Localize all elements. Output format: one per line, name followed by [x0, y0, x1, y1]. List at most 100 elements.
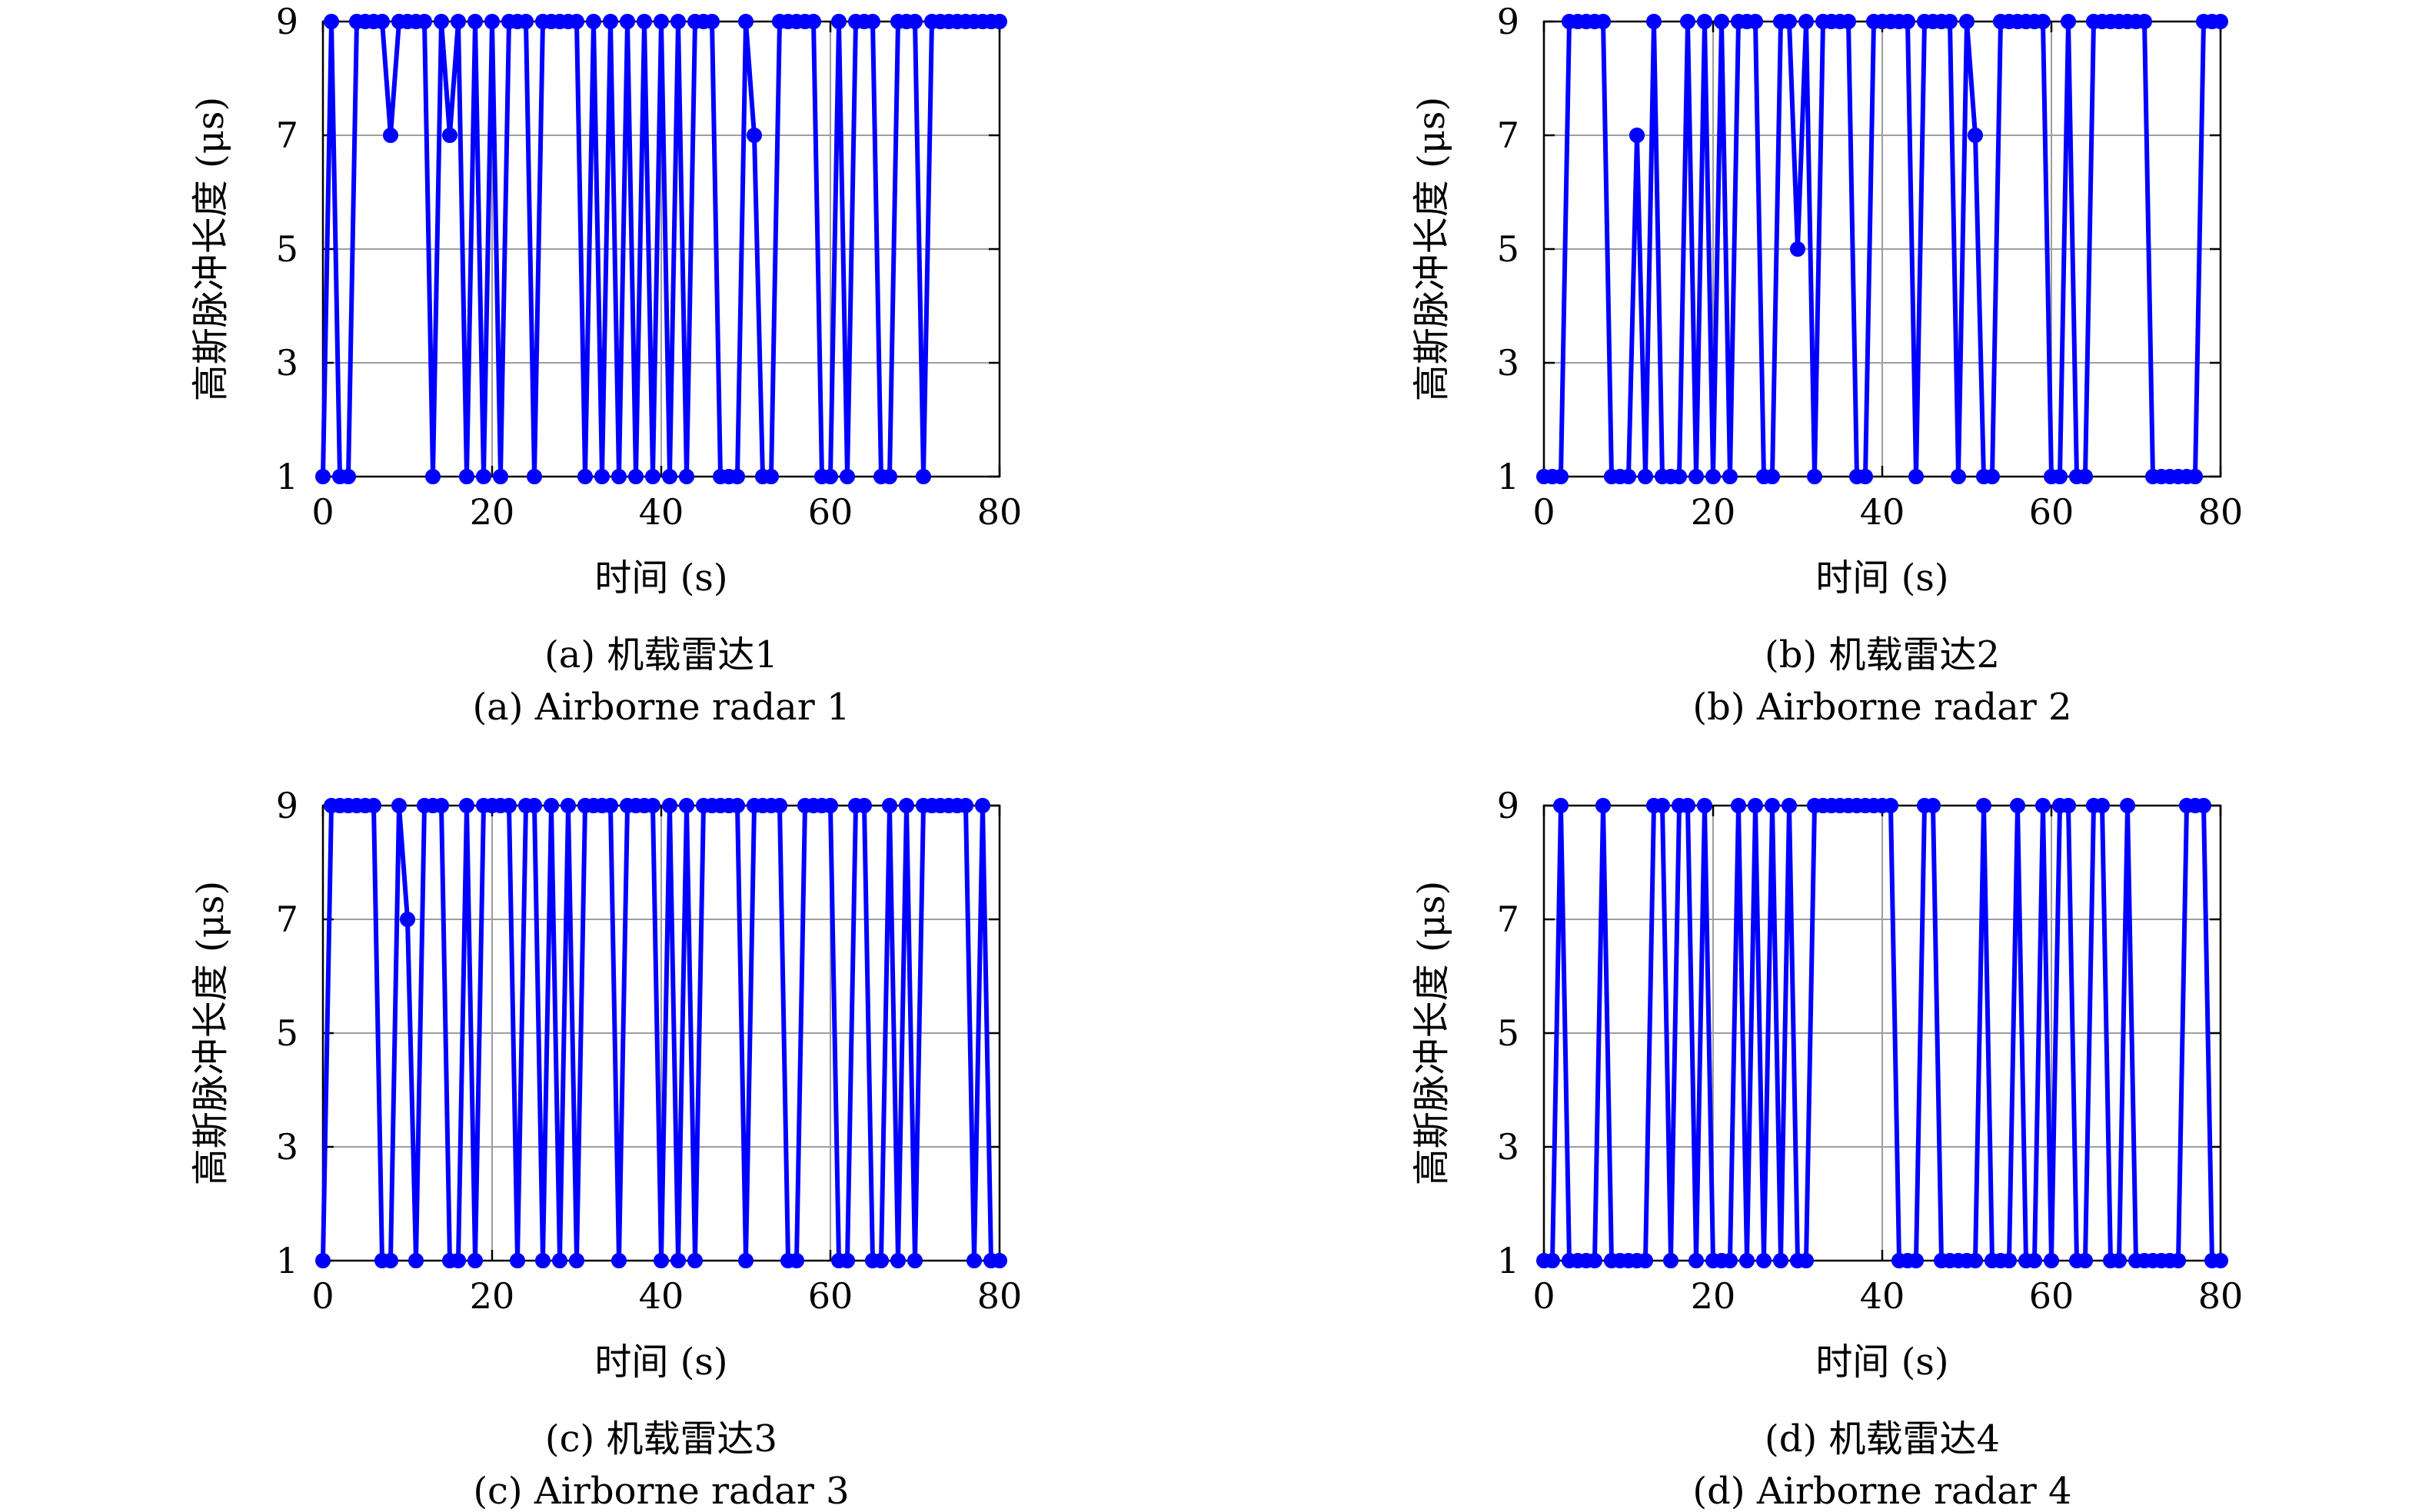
y-tick-label: 9	[1497, 785, 1519, 826]
data-point	[1782, 798, 1797, 813]
data-point	[1925, 798, 1941, 813]
data-point	[1976, 798, 1991, 813]
caption-english: (b) Airborne radar 2	[1692, 686, 2071, 729]
data-point	[434, 14, 449, 29]
y-tick-label: 5	[1497, 1012, 1519, 1054]
data-point	[1714, 14, 1729, 29]
data-point	[1587, 1253, 1602, 1268]
chart-panel-4: 0 20 40 60 80 1 3 5 7 9 时间 (s) 高斯脉冲长度 (μs) (d) 机载雷达4…	[1410, 785, 2243, 1512]
data-point	[1798, 1253, 1814, 1268]
y-tick-label: 1	[1497, 456, 1519, 497]
data-point	[1595, 798, 1611, 813]
data-point	[1908, 469, 1924, 484]
data-point	[662, 469, 677, 484]
data-point	[882, 798, 897, 813]
data-point	[873, 1253, 889, 1268]
data-point	[1680, 14, 1695, 29]
y-tick-label: 9	[276, 1, 298, 42]
chart-panel-2: 0 20 40 60 80 1 3 5 7 9 时间 (s) 高斯脉冲长度 (μs) (b) 机载雷达2…	[1410, 1, 2243, 729]
x-tick-label: 20	[470, 1275, 515, 1317]
data-point	[2061, 798, 2076, 813]
data-point	[1688, 1253, 1704, 1268]
x-tick-label: 40	[639, 1275, 684, 1317]
data-point	[1790, 241, 1805, 257]
data-point	[324, 14, 339, 29]
data-point	[1968, 1253, 1983, 1268]
y-tick-label: 9	[276, 785, 298, 826]
data-point	[417, 14, 432, 29]
data-point	[1638, 469, 1653, 484]
data-point	[527, 798, 542, 813]
data-point	[645, 798, 660, 813]
data-point	[594, 469, 610, 484]
data-point	[2061, 14, 2076, 29]
data-point	[882, 469, 897, 484]
x-tick-label: 0	[311, 491, 334, 533]
data-point	[687, 1253, 703, 1268]
data-point	[2001, 1253, 2017, 1268]
chart-panel-1: 0 20 40 60 80 1 3 5 7 9 时间 (s) 高斯脉冲长度 (μs) (a) 机载雷达1…	[189, 1, 1022, 729]
data-point	[535, 1253, 551, 1268]
data-point	[586, 14, 601, 29]
data-point	[400, 912, 415, 927]
data-point	[992, 14, 1007, 29]
data-point	[366, 798, 381, 813]
x-tick-label: 0	[311, 1275, 334, 1317]
data-point	[704, 14, 720, 29]
data-point	[577, 469, 593, 484]
x-tick-label: 20	[1691, 491, 1736, 533]
data-point	[1553, 798, 1569, 813]
data-point	[2035, 14, 2051, 29]
data-point	[823, 469, 838, 484]
x-tick-label: 40	[1860, 1275, 1905, 1317]
caption-chinese: (b) 机载雷达2	[1765, 633, 2000, 676]
data-point	[544, 798, 559, 813]
data-point	[2010, 798, 2025, 813]
data-point	[467, 14, 483, 29]
y-tick-label: 7	[1497, 899, 1519, 940]
data-point	[1908, 1253, 1924, 1268]
data-point	[1638, 1253, 1653, 1268]
x-axis-label: 时间 (s)	[594, 1341, 727, 1384]
data-point	[1722, 469, 1738, 484]
data-point	[569, 14, 584, 29]
y-tick-label: 1	[1497, 1240, 1519, 1281]
data-point	[890, 1253, 906, 1268]
x-tick-label: 80	[977, 1275, 1023, 1317]
data-point	[1782, 14, 1797, 29]
data-point	[654, 14, 669, 29]
data-point	[730, 469, 745, 484]
data-point	[2213, 1253, 2228, 1268]
x-tick-label: 60	[808, 1275, 853, 1317]
data-point	[654, 1253, 669, 1268]
data-point	[1858, 469, 1873, 484]
data-point	[1629, 128, 1645, 143]
data-point	[391, 798, 407, 813]
data-point	[806, 14, 821, 29]
data-point	[966, 1253, 982, 1268]
data-point	[1646, 14, 1662, 29]
data-point	[1553, 469, 1569, 484]
data-point	[670, 1253, 686, 1268]
data-point	[1773, 1253, 1788, 1268]
data-point	[628, 469, 644, 484]
x-tick-label: 80	[2198, 1275, 2244, 1317]
y-axis-label: 高斯脉冲长度 (μs)	[189, 881, 232, 1186]
data-point	[2137, 14, 2152, 29]
data-point	[2078, 1253, 2093, 1268]
data-point	[383, 1253, 398, 1268]
x-axis-label: 时间 (s)	[594, 557, 727, 600]
data-point	[1841, 14, 1856, 29]
data-point	[1621, 469, 1636, 484]
data-point	[374, 14, 390, 29]
y-tick-label: 5	[1497, 228, 1519, 270]
y-tick-label: 3	[1497, 1126, 1519, 1168]
x-tick-label: 60	[2029, 1275, 2074, 1317]
data-point	[958, 798, 973, 813]
data-point	[1951, 469, 1966, 484]
data-point	[1680, 798, 1695, 813]
data-point	[2196, 798, 2211, 813]
data-point	[670, 14, 686, 29]
y-tick-label: 7	[1497, 115, 1519, 156]
